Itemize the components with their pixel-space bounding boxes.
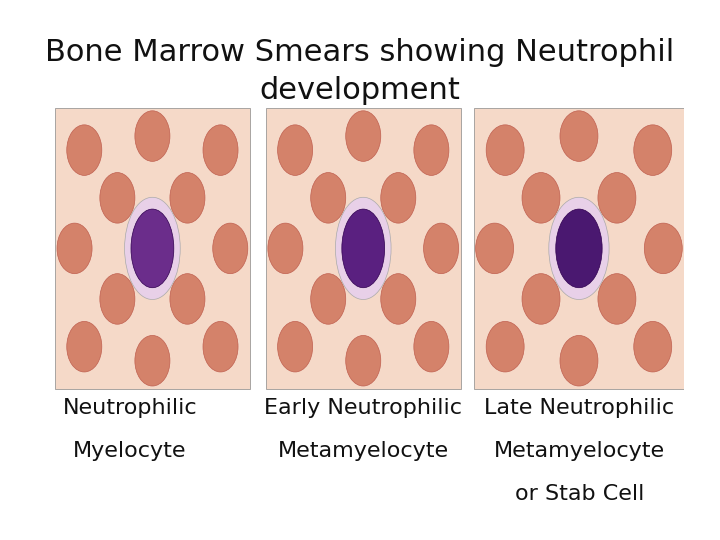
Ellipse shape (414, 321, 449, 372)
Text: Neutrophilic: Neutrophilic (63, 397, 197, 418)
Text: Metamyelocyte: Metamyelocyte (494, 441, 665, 461)
Ellipse shape (336, 197, 391, 300)
Ellipse shape (278, 125, 312, 176)
Ellipse shape (100, 274, 135, 324)
Text: Bone Marrow Smears showing Neutrophil
development: Bone Marrow Smears showing Neutrophil de… (45, 38, 675, 105)
Ellipse shape (170, 173, 205, 223)
Ellipse shape (170, 274, 205, 324)
Ellipse shape (346, 111, 381, 161)
Ellipse shape (381, 274, 415, 324)
Ellipse shape (414, 125, 449, 176)
Ellipse shape (598, 274, 636, 324)
Ellipse shape (203, 125, 238, 176)
Ellipse shape (67, 125, 102, 176)
Text: Early Neutrophilic: Early Neutrophilic (264, 397, 462, 418)
FancyBboxPatch shape (266, 108, 461, 389)
Ellipse shape (67, 321, 102, 372)
FancyBboxPatch shape (474, 108, 685, 389)
Ellipse shape (131, 209, 174, 288)
Ellipse shape (522, 274, 560, 324)
Text: Metamyelocyte: Metamyelocyte (278, 441, 449, 461)
Ellipse shape (598, 173, 636, 223)
FancyBboxPatch shape (55, 108, 250, 389)
Ellipse shape (381, 173, 415, 223)
Ellipse shape (346, 335, 381, 386)
Ellipse shape (135, 111, 170, 161)
Ellipse shape (522, 173, 560, 223)
Ellipse shape (486, 321, 524, 372)
Ellipse shape (486, 125, 524, 176)
Ellipse shape (634, 321, 672, 372)
Ellipse shape (556, 209, 602, 288)
Ellipse shape (278, 321, 312, 372)
Ellipse shape (634, 125, 672, 176)
Ellipse shape (476, 223, 513, 274)
Ellipse shape (135, 335, 170, 386)
Ellipse shape (100, 173, 135, 223)
Ellipse shape (311, 173, 346, 223)
Ellipse shape (423, 223, 459, 274)
Ellipse shape (268, 223, 303, 274)
Ellipse shape (203, 321, 238, 372)
Ellipse shape (342, 209, 384, 288)
Ellipse shape (560, 335, 598, 386)
Ellipse shape (311, 274, 346, 324)
Ellipse shape (212, 223, 248, 274)
Text: Myelocyte: Myelocyte (73, 441, 186, 461)
Ellipse shape (57, 223, 92, 274)
Ellipse shape (125, 197, 180, 300)
Text: Late Neutrophilic: Late Neutrophilic (485, 397, 675, 418)
Ellipse shape (560, 111, 598, 161)
Text: or Stab Cell: or Stab Cell (515, 484, 644, 504)
Ellipse shape (644, 223, 683, 274)
Ellipse shape (549, 197, 609, 300)
